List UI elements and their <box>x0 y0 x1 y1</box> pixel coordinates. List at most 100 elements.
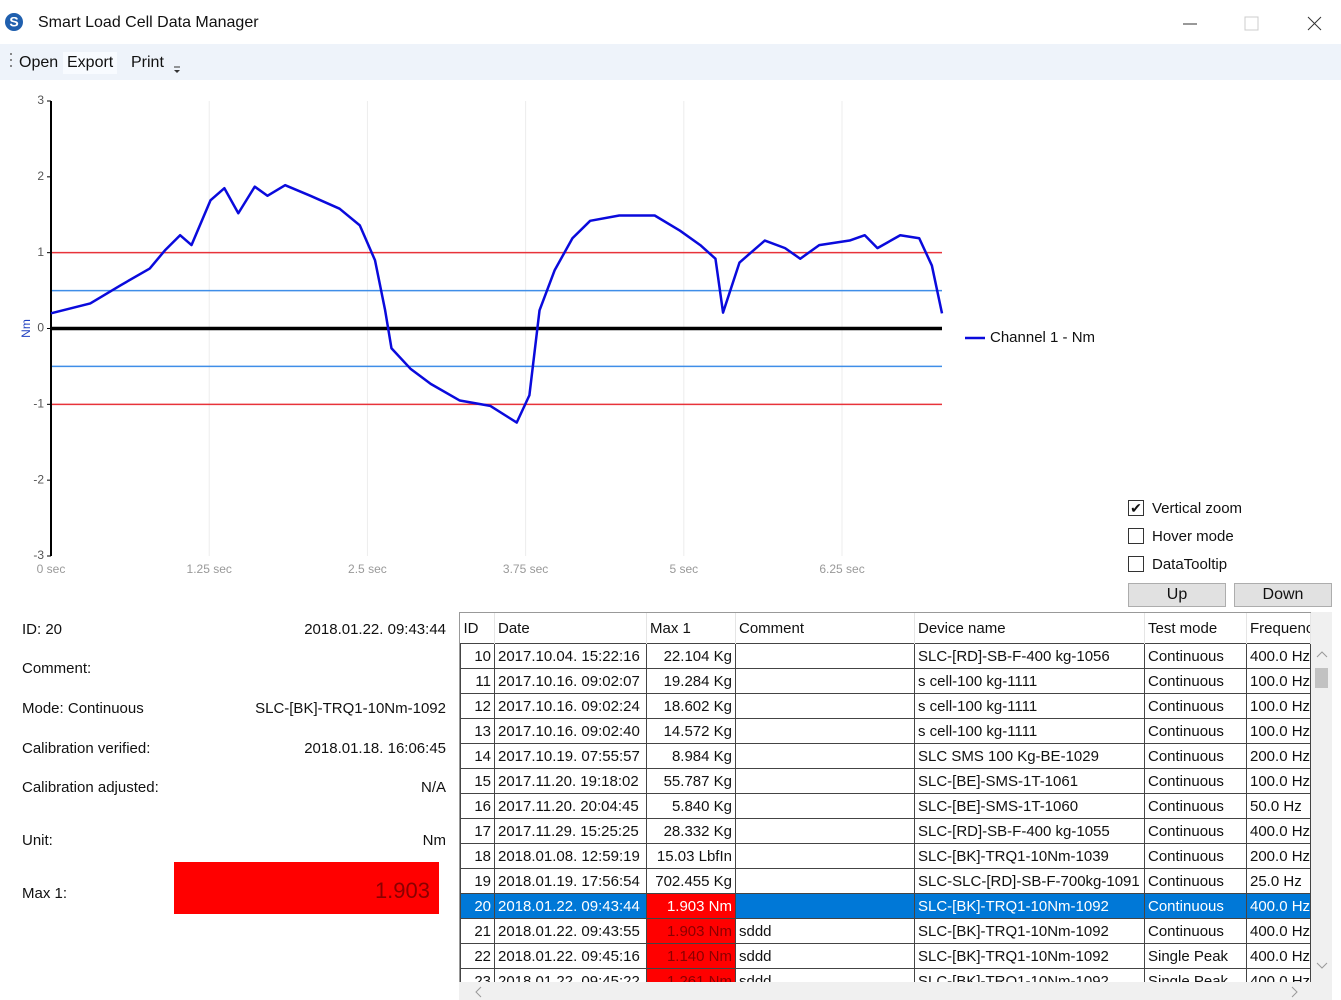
table-cell: 19.284 Kg <box>646 668 736 694</box>
checkbox-option[interactable]: Hover mode <box>1128 525 1234 547</box>
table-cell: 2018.01.08. 12:59:19 <box>494 843 647 869</box>
table-cell: 13 <box>460 718 495 744</box>
table-cell <box>735 643 915 669</box>
scroll-thumb[interactable] <box>1315 668 1328 688</box>
table-cell: Continuous <box>1144 718 1247 744</box>
horizontal-scrollbar[interactable] <box>459 982 1332 1000</box>
table-cell: 5.840 Kg <box>646 793 736 819</box>
table-cell: Continuous <box>1144 893 1247 919</box>
table-cell: SLC-[BE]-SMS-1T-1060 <box>914 793 1145 819</box>
table-cell: 400.0 Hz <box>1246 643 1311 669</box>
table-cell: SLC-[BK]-TRQ1-10Nm-1039 <box>914 843 1145 869</box>
scroll-up[interactable] <box>1316 650 1328 658</box>
table-cell: Continuous <box>1144 768 1247 794</box>
table-row[interactable]: 16 2017.11.20. 20:04:45 5.840 Kg SLC-[BE]-S… <box>460 793 1311 819</box>
table-cell: 2018.01.22. 09:45:22 <box>494 968 647 983</box>
table-cell: 10 <box>460 643 495 669</box>
maximize[interactable] <box>1244 16 1259 31</box>
table-cell: 100.0 Hz <box>1246 768 1311 794</box>
table-cell: 23 <box>460 968 495 983</box>
table-row[interactable]: 15 2017.11.20. 19:18:02 55.787 Kg SLC-[BE]-… <box>460 768 1311 794</box>
table-row[interactable]: 20 2018.01.22. 09:43:44 1.903 Nm SLC-[BK]-T… <box>460 893 1311 919</box>
table-cell: 19 <box>460 868 495 894</box>
y-tick-label: -2 <box>33 472 44 486</box>
table-row[interactable]: 10 2017.10.04. 15:22:16 22.104 Kg SLC-[RD]-… <box>460 643 1311 669</box>
toolbar-button[interactable]: Open <box>19 54 59 71</box>
table-cell: SLC-[RD]-SB-F-400 kg-1056 <box>914 643 1145 669</box>
table-row[interactable]: 21 2018.01.22. 09:43:55 1.903 Nm sddd SLC-[B… <box>460 918 1311 944</box>
table-cell: 2017.10.19. 07:55:57 <box>494 743 647 769</box>
table-cell: sddd <box>735 968 915 983</box>
table-row[interactable]: 13 2017.10.16. 09:02:40 14.572 Kg s cell-10… <box>460 718 1311 744</box>
table-row[interactable]: 19 2018.01.19. 17:56:54 702.455 Kg SLC-SLC-… <box>460 868 1311 894</box>
table-cell: s cell-100 kg-1111 <box>914 718 1145 744</box>
table-row[interactable]: 18 2018.01.08. 12:59:19 15.03 LbfIn SLC-[BK… <box>460 843 1311 869</box>
toolbar-button[interactable]: Print <box>131 54 164 71</box>
table-cell: 2017.10.16. 09:02:24 <box>494 693 647 719</box>
table-row[interactable]: 14 2017.10.19. 07:55:57 8.984 Kg SLC SMS 10… <box>460 743 1311 769</box>
overflow-button[interactable] <box>172 64 182 74</box>
svg-text:S: S <box>9 14 18 30</box>
y-tick-label: -3 <box>33 548 44 562</box>
column-header[interactable]: Test mode <box>1144 613 1247 644</box>
table-cell: s cell-100 kg-1111 <box>914 693 1145 719</box>
toolbar-button[interactable]: Export <box>63 52 118 74</box>
table-cell: 400.0 Hz <box>1246 943 1311 969</box>
table-cell: 200.0 Hz <box>1246 843 1311 869</box>
checkbox[interactable]: ✔ <box>1128 500 1144 516</box>
column-header[interactable]: Frequency <box>1246 613 1311 644</box>
vertical-scrollbar[interactable] <box>1311 612 1332 982</box>
x-tick-label: 6.25 sec <box>819 562 864 576</box>
table-cell: 2017.11.20. 20:04:45 <box>494 793 647 819</box>
table-cell: 1.261 Nm <box>646 968 736 983</box>
toolbar: Open Export Print <box>0 44 1341 80</box>
checkbox-option[interactable]: DataTooltip <box>1128 553 1227 575</box>
table-cell: 12 <box>460 693 495 719</box>
table-row[interactable]: 22 2018.01.22. 09:45:16 1.140 Nm sddd SLC-[B… <box>460 943 1311 969</box>
table-cell: 400.0 Hz <box>1246 818 1311 844</box>
table-cell: 16 <box>460 793 495 819</box>
table-row[interactable]: 17 2017.11.29. 15:25:25 28.332 Kg SLC-[RD]-… <box>460 818 1311 844</box>
table-cell: 2018.01.22. 09:45:16 <box>494 943 647 969</box>
table-cell: Continuous <box>1144 918 1247 944</box>
table-cell: 2018.01.19. 17:56:54 <box>494 868 647 894</box>
checkbox-label: Hover mode <box>1152 527 1234 545</box>
y-tick-label: 0 <box>37 321 44 335</box>
table-cell: Single Peak <box>1144 968 1247 983</box>
detail-value: N/A <box>420 779 446 796</box>
close[interactable] <box>1307 16 1322 31</box>
data-table: ID Date Max 1 Comment Device name Test mode Fr… <box>459 612 1312 983</box>
column-header[interactable]: Max 1 <box>646 613 736 644</box>
scroll-left[interactable] <box>475 986 483 998</box>
column-header[interactable]: Date <box>494 613 647 644</box>
column-header[interactable]: Device name <box>914 613 1145 644</box>
table-cell <box>735 743 915 769</box>
y-tick-label: -1 <box>33 397 44 411</box>
scroll-down[interactable] <box>1316 962 1328 970</box>
detail-row: Calibration verified: 2018.01.18. 16:06:4… <box>22 740 446 757</box>
checkbox[interactable] <box>1128 556 1144 572</box>
y-tick-label: 2 <box>37 169 44 183</box>
table-cell: 400.0 Hz <box>1246 893 1311 919</box>
checkbox-option[interactable]: ✔ Vertical zoom <box>1128 497 1242 519</box>
detail-label: Calibration verified: <box>22 740 151 757</box>
column-header[interactable]: ID <box>460 613 495 644</box>
table-row[interactable]: 12 2017.10.16. 09:02:24 18.602 Kg s cell-10… <box>460 693 1311 719</box>
table-cell: 2017.10.16. 09:02:40 <box>494 718 647 744</box>
table-cell: 702.455 Kg <box>646 868 736 894</box>
scroll-right[interactable] <box>1291 986 1299 998</box>
table-row[interactable]: 11 2017.10.16. 09:02:07 19.284 Kg s cell-10… <box>460 668 1311 694</box>
table-row[interactable]: 23 2018.01.22. 09:45:22 1.261 Nm sddd SLC-[B… <box>460 968 1311 983</box>
checkbox[interactable] <box>1128 528 1144 544</box>
table-cell: 22.104 Kg <box>646 643 736 669</box>
detail-label: Comment: <box>22 660 92 677</box>
y-tick-label: 1 <box>37 245 44 259</box>
table-cell: 2017.10.16. 09:02:07 <box>494 668 647 694</box>
button[interactable]: Down <box>1234 583 1332 607</box>
detail-label: Unit: <box>22 832 53 849</box>
max-box <box>174 862 439 914</box>
detail-value: SLC-[BK]-TRQ1-10Nm-1092 <box>255 700 446 717</box>
table-cell <box>735 868 915 894</box>
button[interactable]: Up <box>1128 583 1226 607</box>
column-header[interactable]: Comment <box>735 613 915 644</box>
